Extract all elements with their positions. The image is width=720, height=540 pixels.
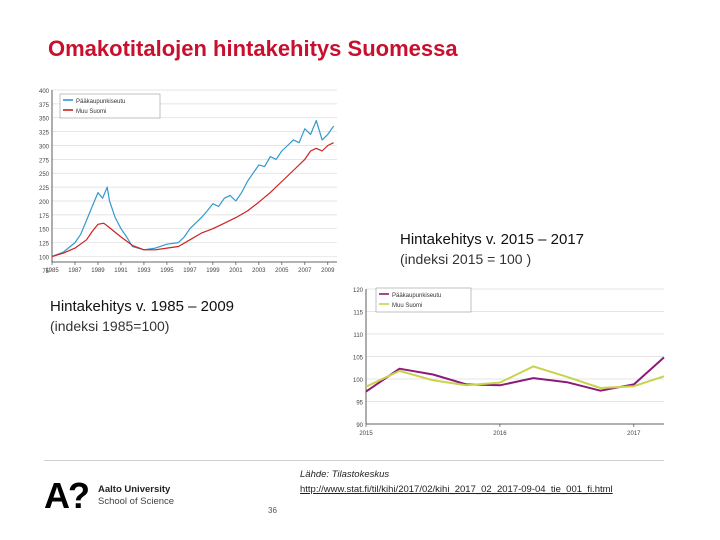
y-tick-label: 375 <box>39 103 50 109</box>
y-tick-label: 150 <box>39 228 50 234</box>
y-tick-label: 300 <box>39 144 50 150</box>
legend-label: Pääkaupunkiseutu <box>392 293 441 299</box>
y-tick-label: 100 <box>353 378 364 384</box>
series-line <box>51 142 334 258</box>
caption-right-subtitle: (indeksi 2015 = 100 ) <box>400 251 532 267</box>
x-tick-label: 1985 <box>45 268 59 274</box>
y-tick-label: 275 <box>39 158 50 164</box>
y-tick-label: 225 <box>39 186 50 192</box>
y-tick-label: 200 <box>39 200 50 206</box>
logo-school: School of Science <box>98 496 175 507</box>
caption-right-title: Hintakehitys v. 2015 – 2017 <box>400 231 585 248</box>
x-tick-label: 1995 <box>160 268 174 274</box>
x-tick-label: 2017 <box>627 431 641 437</box>
y-tick-label: 325 <box>39 131 50 137</box>
x-tick-label: 2001 <box>229 268 243 274</box>
source-label: Lähde: Tilastokeskus <box>300 469 390 480</box>
x-tick-label: 2003 <box>252 268 266 274</box>
y-tick-label: 115 <box>353 311 363 317</box>
chart-1985-2009: 400 375 350 325 300 275 250 225 200 175 150 125 100 7… <box>30 84 340 279</box>
x-tick-label: 2009 <box>321 268 335 274</box>
y-tick-label: 95 <box>356 401 363 407</box>
y-tick-label: 250 <box>39 172 50 178</box>
x-tick-label: 1987 <box>68 268 82 274</box>
series-line <box>365 365 665 389</box>
y-tick-label: 75 <box>42 269 49 275</box>
chart-2015-2017-svg: 120 115 110 105 100 95 90 2015 2016 2017 Pääkaupun… <box>353 287 665 437</box>
chart-2015-2017: 120 115 110 105 100 95 90 2015 2016 2017 Pääkaupun… <box>340 282 670 442</box>
caption-left-subtitle: (indeksi 1985=100) <box>50 318 170 334</box>
legend-label: Pääkaupunkiseutu <box>76 99 125 105</box>
x-tick-label: 1989 <box>91 268 105 274</box>
logo-mark: A? <box>44 475 90 516</box>
aalto-logo: A? Aalto University School of Science <box>44 478 174 514</box>
chart-1985-2009-svg: 400 375 350 325 300 275 250 225 200 175 150 125 100 7… <box>39 89 337 275</box>
x-tick-label: 1999 <box>206 268 220 274</box>
y-tick-label: 90 <box>356 423 363 429</box>
legend-box <box>375 287 472 313</box>
series-line <box>51 119 335 258</box>
legend-box <box>59 93 161 119</box>
x-tick-label: 2015 <box>359 431 373 437</box>
y-tick-label: 120 <box>353 288 364 294</box>
slide-title: Omakotitalojen hintakehitys Suomessa <box>48 36 458 61</box>
y-tick-label: 350 <box>39 117 50 123</box>
y-tick-label: 100 <box>39 255 50 261</box>
x-tick-label: 2007 <box>298 268 312 274</box>
legend-label: Muu Suomi <box>392 303 422 309</box>
logo-university: Aalto University <box>98 484 171 495</box>
x-tick-label: 1991 <box>114 268 128 274</box>
x-tick-label: 2005 <box>275 268 289 274</box>
footer-divider <box>44 460 664 461</box>
x-tick-label: 1993 <box>137 268 151 274</box>
source-link[interactable]: http://www.stat.fi/til/kihi/2017/02/kihi… <box>300 484 613 495</box>
y-tick-label: 400 <box>39 89 50 95</box>
y-tick-label: 175 <box>39 214 50 220</box>
source-note: Lähde: Tilastokeskus http://www.stat.fi/… <box>300 467 613 497</box>
page-number: 36 <box>268 506 277 515</box>
legend-label: Muu Suomi <box>76 109 106 115</box>
caption-left-title: Hintakehitys v. 1985 – 2009 <box>50 298 235 315</box>
y-tick-label: 105 <box>353 356 364 362</box>
logo-text: Aalto University School of Science <box>98 484 174 508</box>
y-tick-label: 125 <box>39 242 50 248</box>
x-tick-label: 1997 <box>183 268 197 274</box>
x-tick-label: 2016 <box>493 431 507 437</box>
y-tick-label: 110 <box>353 333 363 339</box>
